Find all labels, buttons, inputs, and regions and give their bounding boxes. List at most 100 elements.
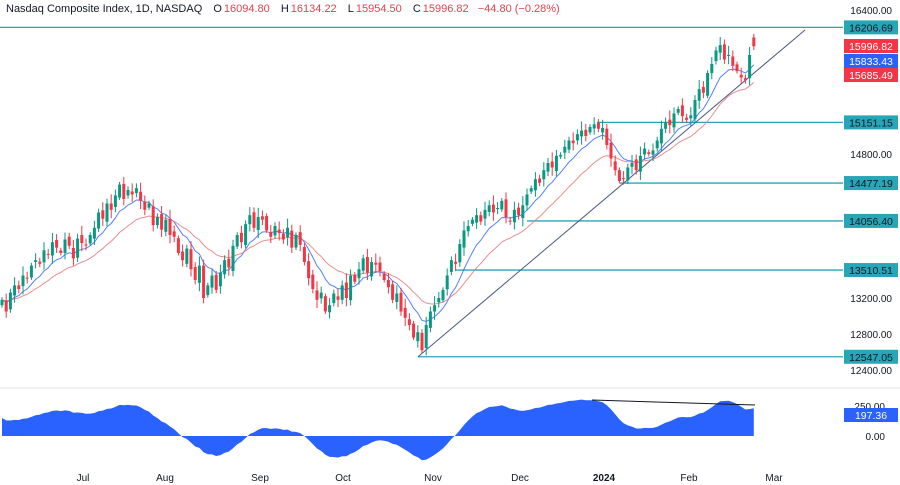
candle-body	[13, 285, 17, 296]
candle-body	[269, 231, 273, 237]
candle-body	[609, 142, 613, 159]
candle-body	[382, 273, 386, 280]
candle-body	[365, 256, 369, 273]
candle-body	[319, 292, 323, 299]
level-price-tag: 14477.19	[844, 176, 898, 191]
candle-body	[575, 134, 579, 141]
candle-body	[134, 188, 138, 194]
candle-body	[189, 249, 193, 270]
close-label: C	[412, 3, 421, 15]
candle-body	[332, 293, 336, 304]
candle-body	[529, 188, 533, 192]
candle-body	[748, 55, 752, 79]
price-axis-tick: 14800.00	[850, 150, 892, 161]
candle-body	[731, 56, 735, 66]
candle-body	[281, 233, 285, 240]
candle-body	[223, 260, 227, 275]
candle-body	[462, 230, 466, 248]
candle-body	[235, 235, 239, 247]
candle-body	[4, 300, 8, 312]
symbol-title[interactable]: Nasdaq Composite Index, 1D, NASDAQ	[6, 3, 203, 15]
candle-body	[260, 216, 264, 220]
candle-body	[727, 55, 731, 56]
candle-body	[252, 212, 256, 228]
candle-body	[323, 296, 327, 312]
candle-body	[256, 217, 260, 230]
candle-body	[8, 292, 12, 310]
candle-body	[42, 250, 46, 263]
candle-body	[479, 215, 483, 222]
candle-body	[496, 208, 500, 209]
candle-body	[596, 122, 600, 129]
time-axis-tick: Oct	[335, 473, 351, 484]
level-price-tag: 14056.40	[844, 213, 898, 228]
candle-body	[433, 305, 437, 312]
time-axis-tick: Mar	[765, 473, 783, 484]
price-axis-tick: 12800.00	[850, 330, 892, 341]
candle-body	[378, 262, 382, 271]
trendline	[417, 29, 806, 358]
candle-body	[722, 44, 726, 60]
candle-body	[743, 78, 747, 81]
candle-body	[664, 122, 668, 129]
candle-body	[97, 212, 101, 229]
candle-body	[659, 128, 663, 144]
candle-body	[302, 247, 306, 262]
level-price-tag-bg	[844, 176, 898, 191]
open-label: O	[213, 3, 222, 15]
candle-body	[416, 332, 420, 342]
candle-body	[239, 232, 243, 243]
candle-body	[21, 275, 25, 287]
candle-body	[185, 248, 189, 264]
candle-body	[248, 215, 252, 225]
candle-body	[34, 260, 38, 262]
candle-body	[693, 100, 697, 119]
ma-fast-line	[1, 64, 755, 322]
price-tag-bg	[844, 39, 898, 53]
candle-body	[168, 218, 172, 235]
candle-body	[88, 235, 92, 244]
level-price-tag: 12547.05	[844, 349, 898, 364]
candle-body	[491, 204, 495, 213]
candle-body	[613, 161, 617, 171]
price-tag: 15833.43	[844, 54, 898, 68]
candle-body	[336, 296, 340, 300]
candle-body	[176, 238, 180, 253]
candle-body	[445, 275, 449, 290]
candle-body	[265, 216, 269, 231]
divergence-line	[591, 399, 756, 406]
oscillator-value-tag: 197.36	[844, 408, 898, 422]
low-label: L	[347, 3, 354, 15]
time-axis-tick: Jul	[77, 473, 90, 484]
candle-body	[357, 269, 361, 279]
change-value: −44.80 (−0.28%)	[477, 3, 560, 15]
candle-body	[487, 205, 491, 212]
candle-body	[517, 207, 521, 216]
candle-body	[206, 285, 210, 296]
candle-body	[38, 261, 42, 264]
candle-body	[147, 203, 151, 208]
candle-body	[626, 167, 630, 181]
candle-body	[311, 274, 315, 289]
candle-body	[122, 183, 126, 199]
level-price-tag: 15151.15	[844, 115, 898, 130]
candle-body	[483, 209, 487, 219]
candle-body	[151, 206, 155, 226]
candle-body	[475, 215, 479, 223]
candle-body	[386, 280, 390, 288]
candle-body	[563, 146, 567, 153]
time-axis-tick: Aug	[156, 473, 174, 484]
candle-body	[25, 277, 29, 279]
oscillator-value-tag-bg	[844, 408, 898, 422]
candle-body	[580, 130, 584, 137]
candle-body	[512, 209, 516, 223]
candle-body	[84, 244, 88, 246]
candle-body	[630, 163, 634, 167]
candle-body	[50, 242, 54, 256]
candle-body	[567, 140, 571, 150]
candle-body	[500, 200, 504, 210]
candle-body	[605, 128, 609, 145]
level-price-tag: 16206.69	[844, 20, 898, 35]
